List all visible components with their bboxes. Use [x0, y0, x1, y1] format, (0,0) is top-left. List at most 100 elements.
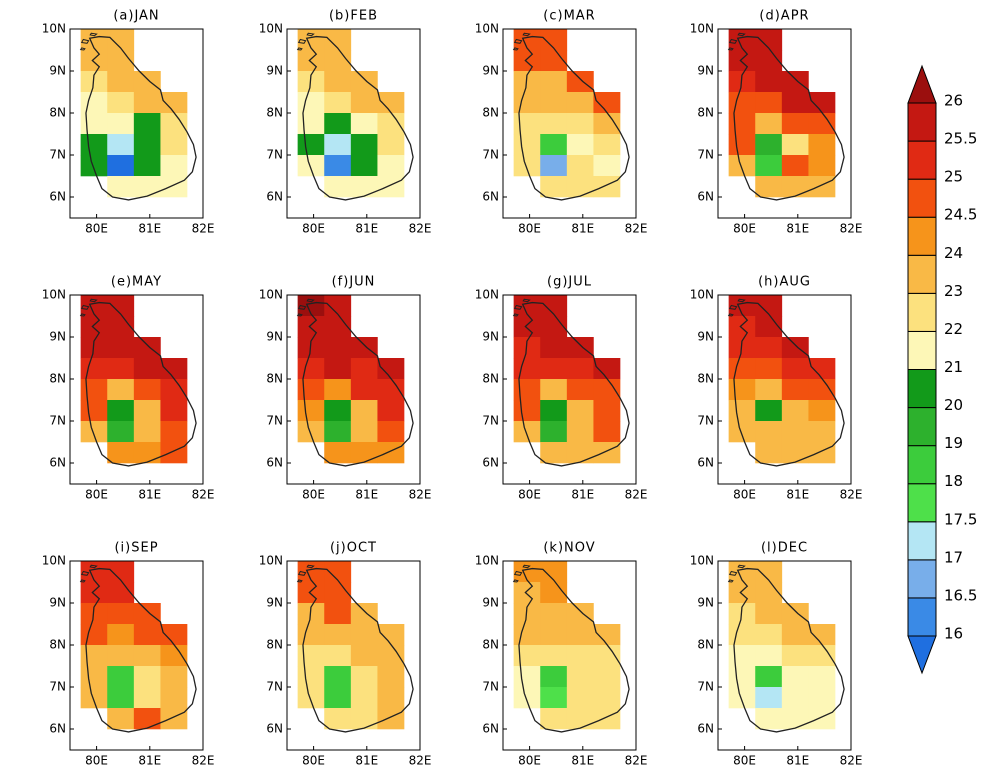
y-tick-label: 8N — [49, 106, 66, 120]
grid-cell — [513, 687, 541, 709]
island — [513, 304, 523, 310]
map-frame — [286, 560, 421, 751]
grid-cell — [160, 134, 188, 156]
grid-cell — [728, 134, 756, 156]
grid-cell — [755, 624, 783, 646]
island — [296, 579, 303, 583]
grid-cell — [728, 400, 756, 422]
grid-cell — [540, 295, 568, 317]
y-tick-label: 6N — [49, 190, 66, 204]
grid-cell — [566, 624, 594, 646]
grid-cell — [350, 379, 378, 401]
grid-cell — [133, 421, 161, 443]
grid-cell — [377, 708, 405, 730]
grid-cell — [540, 708, 568, 730]
grid-cell — [377, 176, 405, 198]
grid-cell — [160, 379, 188, 401]
coastline — [85, 35, 197, 201]
grid-cell — [80, 358, 108, 380]
x-tick-label: 80E — [733, 222, 756, 236]
grid-cell — [755, 645, 783, 667]
panel-title: (g)JUL — [547, 275, 592, 290]
colorbar: 16 16.5 17 17.5 18 19 20 21 22 23 24 24.5 25 25.5 26 — [907, 64, 977, 675]
y-tick-label: 8N — [482, 372, 499, 386]
y-tick-label: 10N — [475, 288, 499, 302]
grid-cell — [540, 71, 568, 93]
grid-cell — [513, 295, 541, 317]
grid-cell — [297, 400, 325, 422]
grid-cell — [80, 624, 108, 646]
x-tick-label: 82E — [409, 222, 432, 236]
grid-cell — [781, 92, 809, 114]
x-tick-label: 82E — [192, 222, 215, 236]
y-tick-label: 7N — [266, 414, 283, 428]
grid-cell — [808, 624, 836, 646]
x-tick-label: 82E — [840, 488, 863, 502]
grid-cell — [566, 358, 594, 380]
grid-cell — [107, 561, 135, 583]
colorbar-box — [907, 140, 937, 180]
grid-cell — [133, 71, 161, 93]
grid-cell — [80, 50, 108, 72]
grid-cell — [513, 92, 541, 114]
y-tick-label: 10N — [42, 554, 66, 568]
x-tick-label: 82E — [625, 488, 648, 502]
grid-cell — [80, 379, 108, 401]
grid-cell — [755, 561, 783, 583]
grid-cell — [781, 113, 809, 135]
grid-cell — [728, 92, 756, 114]
y-tick-label: 8N — [697, 372, 714, 386]
island — [80, 570, 90, 576]
grid-cell — [755, 134, 783, 156]
grid-cell — [107, 582, 135, 604]
y-tick-label: 9N — [49, 596, 66, 610]
grid-cell — [297, 582, 325, 604]
x-tick-label: 81E — [571, 488, 594, 502]
panel-title: (d)APR — [759, 9, 809, 24]
y-tick-label: 7N — [266, 148, 283, 162]
y-tick-label: 9N — [482, 64, 499, 78]
x-tick-label: 80E — [518, 222, 541, 236]
x-tick-label: 80E — [733, 754, 756, 768]
panel-title: (a)JAN — [113, 9, 159, 24]
map-frame — [286, 28, 421, 219]
y-tick-label: 7N — [482, 414, 499, 428]
island — [513, 38, 523, 44]
grid-cell — [297, 295, 325, 317]
colorbar-label: 26 — [944, 92, 963, 110]
grid-cell — [566, 645, 594, 667]
grid-cell — [160, 155, 188, 177]
grid-cell — [324, 379, 352, 401]
island — [296, 47, 303, 51]
grid-cell — [755, 71, 783, 93]
grid-cell — [350, 71, 378, 93]
grid-cell — [513, 421, 541, 443]
colorbar-box — [907, 330, 937, 370]
y-tick-label: 8N — [266, 638, 283, 652]
grid-cell — [540, 624, 568, 646]
grid-cell — [80, 134, 108, 156]
grid-cell — [350, 603, 378, 625]
grid-cell — [593, 358, 621, 380]
grid-cell — [755, 358, 783, 380]
colorbar-label: 23 — [944, 282, 963, 300]
grid-cell — [350, 92, 378, 114]
grid-cell — [80, 645, 108, 667]
map-panel: (e)MAY 80E 81E 82E 6N 7N 8N 9N 10N — [42, 275, 215, 502]
y-tick-label: 9N — [49, 64, 66, 78]
coastline — [518, 301, 630, 467]
grid-cell — [324, 442, 352, 464]
map-panel: (h)AUG 80E 81E 82E 6N 7N 8N 9N 10N — [690, 275, 863, 502]
coastline — [733, 567, 845, 733]
grid-cell — [728, 316, 756, 338]
x-tick-label: 81E — [138, 222, 161, 236]
grid-cell — [324, 603, 352, 625]
grid-cell — [728, 29, 756, 51]
y-tick-label: 9N — [697, 64, 714, 78]
map-frame — [286, 294, 421, 485]
colorbar-over — [907, 64, 937, 104]
grid-cell — [297, 134, 325, 156]
grid-cell — [593, 379, 621, 401]
grid-cell — [107, 295, 135, 317]
grid-cell — [540, 687, 568, 709]
